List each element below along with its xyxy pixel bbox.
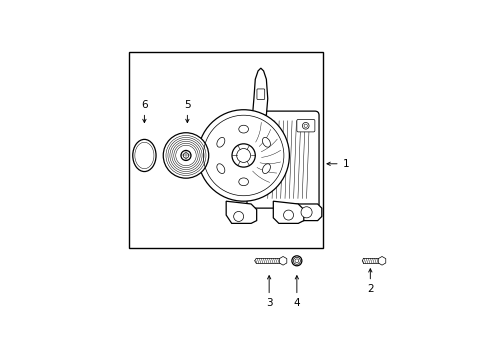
Circle shape bbox=[181, 150, 191, 161]
Text: 1: 1 bbox=[327, 159, 349, 169]
Circle shape bbox=[237, 149, 250, 162]
Text: 6: 6 bbox=[141, 100, 147, 122]
Polygon shape bbox=[252, 68, 268, 115]
Circle shape bbox=[294, 257, 300, 264]
Text: 3: 3 bbox=[266, 276, 272, 308]
Circle shape bbox=[163, 133, 209, 178]
Ellipse shape bbox=[263, 138, 270, 147]
Circle shape bbox=[304, 124, 307, 127]
Circle shape bbox=[295, 259, 299, 263]
Ellipse shape bbox=[239, 125, 248, 133]
Text: 4: 4 bbox=[294, 276, 300, 308]
Circle shape bbox=[232, 144, 255, 167]
Polygon shape bbox=[273, 201, 304, 223]
Circle shape bbox=[198, 110, 290, 201]
Circle shape bbox=[284, 210, 294, 220]
Circle shape bbox=[292, 256, 302, 266]
Text: 5: 5 bbox=[184, 100, 191, 122]
Circle shape bbox=[183, 153, 189, 158]
Ellipse shape bbox=[263, 164, 270, 174]
Ellipse shape bbox=[217, 138, 225, 147]
Text: 2: 2 bbox=[367, 269, 374, 294]
FancyBboxPatch shape bbox=[297, 120, 315, 132]
Ellipse shape bbox=[133, 139, 156, 172]
Circle shape bbox=[234, 211, 244, 221]
FancyBboxPatch shape bbox=[257, 89, 265, 99]
FancyBboxPatch shape bbox=[247, 111, 319, 208]
Ellipse shape bbox=[217, 164, 225, 174]
Polygon shape bbox=[226, 201, 257, 223]
Ellipse shape bbox=[239, 178, 248, 186]
Circle shape bbox=[301, 207, 312, 218]
Bar bbox=[129, 51, 323, 248]
Circle shape bbox=[302, 122, 309, 129]
Polygon shape bbox=[279, 204, 322, 221]
